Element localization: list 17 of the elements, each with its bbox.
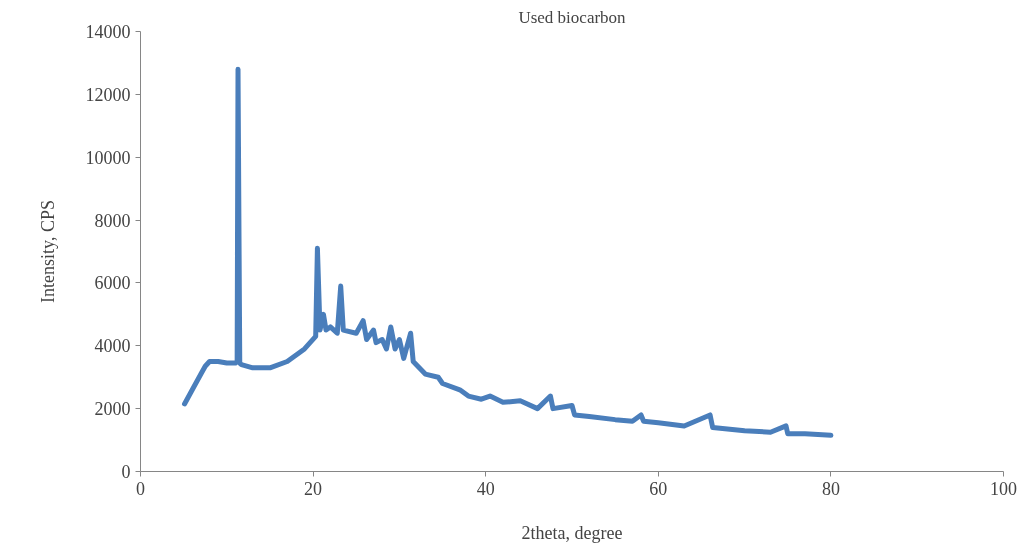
y-tick-label: 4000 xyxy=(94,336,131,357)
x-tick-label: 60 xyxy=(649,478,668,499)
y-tick-label: 2000 xyxy=(94,399,131,420)
x-axis-title: 2theta, degree xyxy=(521,522,623,543)
y-tick-label: 0 xyxy=(121,462,131,482)
x-tick-label: 20 xyxy=(304,478,323,499)
y-tick-label: 6000 xyxy=(94,273,131,294)
x-tick-label: 40 xyxy=(476,478,495,499)
chart-title: Used biocarbon xyxy=(518,7,627,27)
y-tick-label: 8000 xyxy=(94,210,131,231)
x-tick-label: 80 xyxy=(821,478,840,499)
y-tick-label: 12000 xyxy=(85,84,131,105)
y-axis-title: Intensity, CPS xyxy=(37,200,58,303)
y-tick-label: 10000 xyxy=(85,147,131,168)
x-tick-label: 100 xyxy=(990,478,1017,499)
y-tick-label: 14000 xyxy=(85,22,131,42)
x-tick-label: 0 xyxy=(136,478,145,499)
